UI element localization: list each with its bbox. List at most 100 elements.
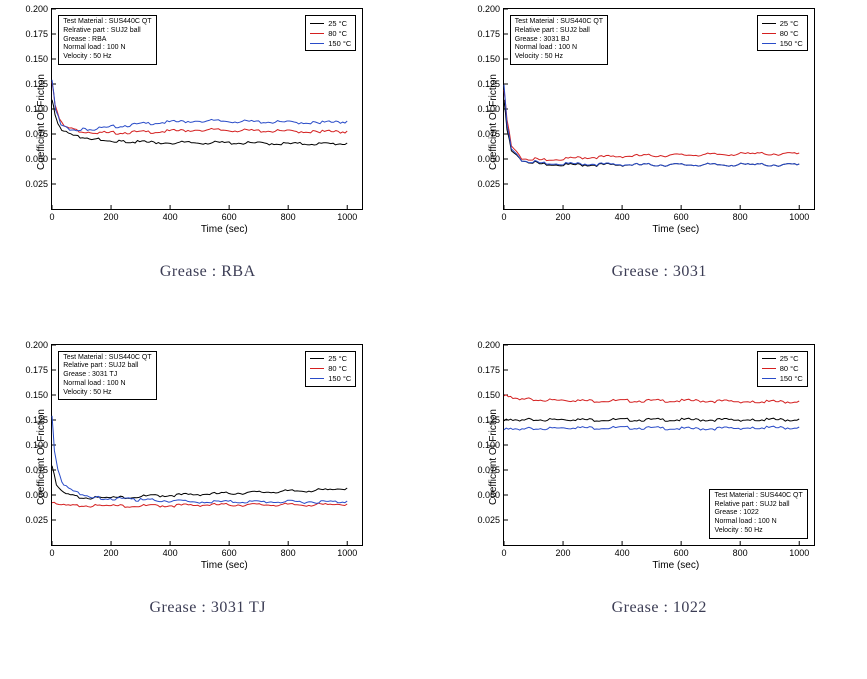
info-line: Normal load : 100 N	[63, 380, 151, 389]
svg-text:0.125: 0.125	[26, 415, 49, 425]
info-line: Grease : 1022	[714, 509, 802, 518]
svg-text:0.075: 0.075	[477, 129, 500, 139]
plot-area: 020040060080010000.0250.0500.0750.1000.1…	[503, 8, 815, 210]
legend-swatch	[310, 33, 324, 34]
svg-text:400: 400	[163, 548, 178, 558]
legend-label: 25 °C	[780, 354, 799, 363]
svg-text:0.175: 0.175	[26, 29, 49, 39]
plot-area: 020040060080010000.0250.0500.0750.1000.1…	[51, 344, 363, 546]
legend-item: 25 °C	[762, 18, 803, 28]
legend-label: 80 °C	[780, 364, 799, 373]
legend-item: 25 °C	[762, 354, 803, 364]
svg-text:200: 200	[555, 212, 570, 222]
legend-label: 150 °C	[780, 39, 803, 48]
svg-text:0.050: 0.050	[477, 154, 500, 164]
plot-area: 020040060080010000.0250.0500.0750.1000.1…	[51, 8, 363, 210]
info-line: Test Material : SUS440C QT	[714, 492, 802, 501]
svg-text:0: 0	[50, 548, 55, 558]
legend-label: 80 °C	[780, 29, 799, 38]
legend: 25 °C80 °C150 °C	[757, 15, 808, 51]
legend-label: 25 °C	[780, 19, 799, 28]
legend-swatch	[762, 33, 776, 34]
data-series	[52, 100, 347, 145]
svg-text:600: 600	[673, 548, 688, 558]
panel-caption: Grease : 1022	[612, 599, 707, 617]
svg-text:0.200: 0.200	[26, 340, 49, 350]
svg-text:0.175: 0.175	[477, 365, 500, 375]
chart-panel-rba: Coefficient Of Friction02004006008001000…	[12, 8, 404, 336]
svg-text:0.200: 0.200	[477, 4, 500, 14]
panel-caption: Grease : 3031 TJ	[149, 599, 266, 617]
legend-item: 150 °C	[310, 374, 351, 384]
legend-label: 150 °C	[328, 39, 351, 48]
svg-text:400: 400	[614, 212, 629, 222]
svg-text:0.100: 0.100	[26, 104, 49, 114]
svg-text:0.150: 0.150	[477, 390, 500, 400]
legend: 25 °C80 °C150 °C	[305, 351, 356, 387]
chart-panel-g1022: Coefficient Of Friction02004006008001000…	[464, 344, 856, 672]
svg-text:0.200: 0.200	[26, 4, 49, 14]
svg-text:0.150: 0.150	[26, 390, 49, 400]
info-line: Relative part : SUJ2 ball	[714, 501, 802, 510]
info-line: Relative part : SUJ2 ball	[515, 27, 603, 36]
info-line: Velocity : 50 Hz	[714, 527, 802, 536]
info-box: Test Material : SUS440C QTRelrative part…	[58, 15, 156, 65]
legend-swatch	[310, 43, 324, 44]
data-series	[504, 100, 799, 167]
data-series	[52, 465, 347, 498]
info-line: Test Material : SUS440C QT	[63, 18, 151, 27]
info-line: Test Material : SUS440C QT	[63, 354, 151, 363]
svg-text:0: 0	[50, 212, 55, 222]
svg-text:0.050: 0.050	[26, 490, 49, 500]
legend: 25 °C80 °C150 °C	[305, 15, 356, 51]
info-line: Test Material : SUS440C QT	[515, 18, 603, 27]
info-line: Velocity : 50 Hz	[63, 53, 151, 62]
legend-label: 150 °C	[780, 374, 803, 383]
legend-item: 80 °C	[762, 28, 803, 38]
legend-item: 150 °C	[762, 374, 803, 384]
x-axis-label: Time (sec)	[69, 224, 379, 235]
data-series	[504, 418, 799, 421]
x-axis-label: Time (sec)	[69, 560, 379, 571]
svg-text:400: 400	[163, 212, 178, 222]
legend-swatch	[310, 358, 324, 359]
info-line: Velocity : 50 Hz	[63, 389, 151, 398]
svg-text:600: 600	[222, 548, 237, 558]
info-line: Relrative part : SUJ2 ball	[63, 27, 151, 36]
legend-label: 80 °C	[328, 29, 347, 38]
svg-text:0.175: 0.175	[477, 29, 500, 39]
svg-text:0.075: 0.075	[26, 465, 49, 475]
legend-item: 150 °C	[310, 38, 351, 48]
panel-caption: Grease : 3031	[612, 263, 707, 281]
svg-text:0: 0	[501, 212, 506, 222]
legend-swatch	[762, 43, 776, 44]
svg-text:1000: 1000	[789, 548, 809, 558]
info-line: Normal load : 100 N	[714, 518, 802, 527]
info-line: Grease : 3031 TJ	[63, 371, 151, 380]
svg-text:600: 600	[673, 212, 688, 222]
data-series	[504, 90, 799, 161]
svg-text:0.100: 0.100	[477, 104, 500, 114]
svg-text:200: 200	[555, 548, 570, 558]
svg-text:0.075: 0.075	[477, 465, 500, 475]
legend-label: 25 °C	[328, 19, 347, 28]
svg-text:200: 200	[104, 548, 119, 558]
legend-item: 80 °C	[762, 364, 803, 374]
svg-text:0.050: 0.050	[26, 154, 49, 164]
info-box: Test Material : SUS440C QTRelative part …	[58, 351, 156, 401]
svg-text:0.050: 0.050	[477, 490, 500, 500]
svg-text:0.175: 0.175	[26, 365, 49, 375]
panel-caption: Grease : RBA	[160, 263, 256, 281]
legend-label: 150 °C	[328, 374, 351, 383]
x-axis-label: Time (sec)	[521, 560, 831, 571]
svg-text:400: 400	[614, 548, 629, 558]
legend-item: 80 °C	[310, 28, 351, 38]
data-series	[52, 415, 347, 503]
info-line: Grease : RBA	[63, 36, 151, 45]
svg-text:0.150: 0.150	[477, 54, 500, 64]
legend-swatch	[310, 23, 324, 24]
svg-text:600: 600	[222, 212, 237, 222]
legend-swatch	[310, 368, 324, 369]
chart-panel-g3031: Coefficient Of Friction02004006008001000…	[464, 8, 856, 336]
svg-text:800: 800	[281, 548, 296, 558]
